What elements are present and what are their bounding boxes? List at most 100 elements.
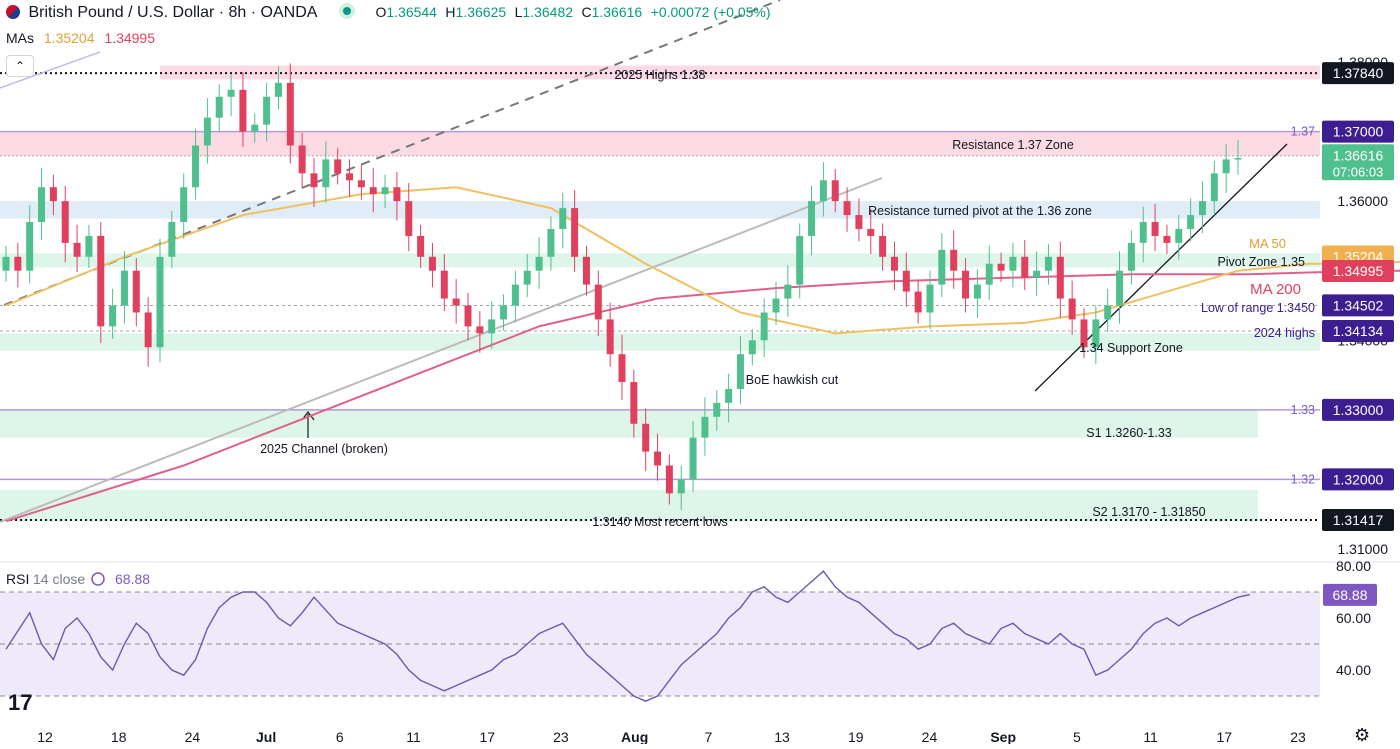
rsi-value-tag (1323, 583, 1377, 606)
candle-body (1198, 201, 1206, 216)
candle-body (61, 201, 69, 243)
candle-body (618, 354, 626, 383)
high-label: H (445, 4, 456, 20)
rsi-params: 14 close (33, 571, 85, 587)
open-label: O (375, 4, 387, 20)
candle-body (654, 451, 662, 466)
candle-body (120, 270, 128, 306)
price-tag-label: 1.34134 (1333, 323, 1384, 339)
candle-body (890, 256, 898, 271)
candle-body (215, 96, 223, 118)
y-axis-tick-label: 1.36000 (1337, 193, 1388, 209)
price-tag (1322, 468, 1394, 491)
zone-rect (0, 489, 1258, 522)
symbol-title[interactable]: British Pound / U.S. Dollar · 8h · OANDA (28, 4, 317, 21)
collapse-legend-button[interactable]: ⌃ (6, 55, 34, 77)
candle-body (772, 298, 780, 313)
candle-body (1210, 173, 1218, 202)
candle-body (689, 437, 697, 480)
x-axis-tick-label: 24 (922, 729, 938, 744)
price-tag-label: 1.36616 (1333, 147, 1384, 163)
candle-body (867, 228, 875, 236)
chart-annotation: Pivot Zone 1.35 (1217, 255, 1305, 269)
price-tag (1322, 398, 1394, 421)
chart-annotation: Resistance turned pivot at the 1.36 zone (868, 204, 1092, 218)
candle-body (1139, 222, 1147, 243)
candle-body (274, 82, 282, 97)
rsi-legend-value: 68.88 (115, 571, 150, 587)
candle-body (962, 270, 970, 299)
rsi-label[interactable]: RSI (6, 571, 29, 587)
close-label: C (581, 4, 592, 20)
candle-body (535, 256, 543, 271)
candle-body (1033, 270, 1041, 278)
market-status-icon (343, 7, 352, 15)
low-value: 1.36482 (522, 4, 574, 20)
tradingview-logo-icon[interactable]: 17 (8, 690, 33, 715)
candle-body (1080, 319, 1088, 348)
gear-icon[interactable]: ⚙ (1354, 725, 1371, 745)
rising-support-trendline (1034, 143, 1288, 392)
ma200-legend-value: 1.34995 (104, 30, 155, 46)
candle-body (1021, 256, 1029, 278)
candle-body (725, 388, 733, 403)
candle-body (1009, 256, 1017, 271)
candle-body (736, 354, 744, 389)
x-axis-tick-label: 17 (1217, 729, 1233, 744)
high-value: 1.36625 (455, 4, 507, 20)
price-tag-label: 1.37000 (1333, 124, 1384, 140)
candle-body (97, 235, 105, 327)
candle-body (180, 187, 188, 223)
candle-body (1187, 215, 1195, 229)
candle-body (132, 270, 140, 313)
candle-body (452, 298, 460, 306)
chart-header: British Pound / U.S. Dollar · 8h · OANDA… (6, 4, 771, 22)
price-tag-label: 1.33000 (1333, 402, 1384, 418)
candle-body (168, 222, 176, 257)
rsi-line (5, 570, 1250, 702)
candle-body (263, 96, 271, 125)
x-axis-tick-label: 11 (406, 729, 421, 744)
candle-body (796, 235, 804, 285)
mas-label: MAs (6, 30, 34, 46)
line-label: 1.37 (1291, 125, 1315, 139)
chart-annotation: 2024 highs (1254, 326, 1315, 340)
chart-annotation: Low of range 1.3450 (1201, 301, 1315, 315)
candle-body (322, 159, 330, 188)
zone-rect (0, 333, 1320, 351)
flag-icon (6, 5, 20, 19)
chart-annotation: BoE hawkish cut (746, 373, 839, 387)
change-value: +0.00072 (+0.05%) (650, 4, 771, 20)
candle-body (440, 270, 448, 299)
candle-body (559, 208, 567, 229)
price-tag (1322, 319, 1394, 342)
candle-body (1234, 158, 1242, 160)
candle-body (1068, 298, 1076, 320)
channel-mid-dashed-line (3, 0, 781, 306)
zone-rect (0, 131, 1320, 156)
refresh-icon[interactable] (91, 572, 105, 586)
candle-body (192, 145, 200, 188)
rsi-axis-tick-label: 80.00 (1336, 558, 1371, 574)
chart-annotation: 2025 Channel (broken) (260, 442, 388, 456)
candle-body (1151, 222, 1159, 236)
mas-legend[interactable]: MAs 1.35204 1.34995 (6, 30, 155, 46)
x-axis-tick-label: Jul (256, 729, 276, 744)
candle-body (286, 82, 294, 146)
price-tag-label: 1.34995 (1333, 263, 1384, 279)
x-axis-tick-label: 5 (1073, 729, 1081, 744)
candle-body (594, 284, 602, 320)
x-axis-tick-label: 12 (37, 729, 53, 744)
price-tag (1322, 260, 1394, 283)
candle-body (855, 215, 863, 229)
candle-body (701, 416, 709, 438)
price-tag (1322, 508, 1394, 531)
candle-body (630, 382, 638, 424)
candle-body (357, 180, 365, 188)
candle-body (1116, 270, 1124, 306)
candle-body (1127, 242, 1135, 271)
x-axis-tick-label: Sep (990, 729, 1016, 744)
candle-body (227, 89, 235, 97)
candle-body (49, 187, 57, 202)
price-tag-label: 1.37840 (1333, 65, 1384, 81)
